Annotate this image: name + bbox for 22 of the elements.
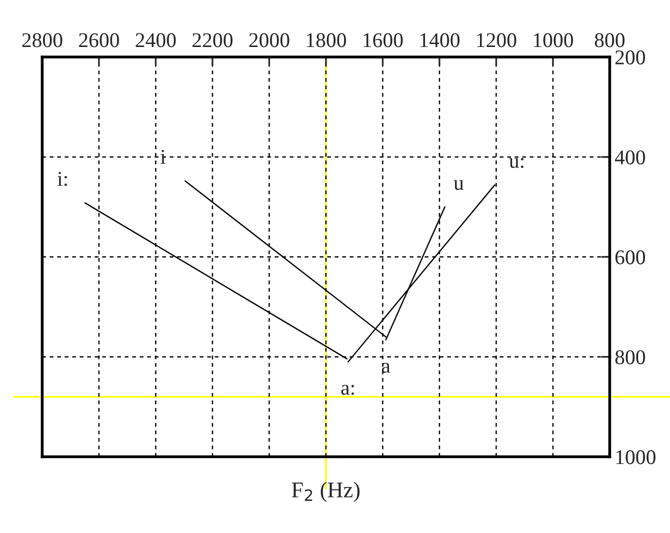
y-tick-label: 400 <box>614 150 646 164</box>
x-tick-label: 1200 <box>477 33 516 48</box>
annotation: i: <box>57 172 67 186</box>
x-tick-label: 2400 <box>136 33 176 48</box>
y-tick-label: 1000 <box>616 450 656 464</box>
y-tick-label: 200 <box>615 50 646 64</box>
x-axis-title: F$_{2}$ (Hz) <box>292 482 360 502</box>
x-tick-label: 1600 <box>364 33 403 48</box>
annotation: u <box>454 180 464 190</box>
x-tick-label: 2000 <box>249 33 290 48</box>
annotation: a: <box>341 384 354 395</box>
x-tick-label: 1800 <box>306 33 346 48</box>
x-tick-label: 2600 <box>79 33 119 48</box>
annotation: a <box>382 362 390 373</box>
y-tick-label: 800 <box>615 350 646 364</box>
x-tick-label: 1400 <box>420 33 460 48</box>
x-tick-label: 2800 <box>22 33 62 48</box>
x-tick-label: 1000 <box>534 33 573 48</box>
x-tick-label: 2200 <box>192 33 232 48</box>
x-tick-label: 800 <box>594 33 625 48</box>
y-tick-label: 600 <box>615 250 646 264</box>
annotation: u: <box>509 158 524 168</box>
